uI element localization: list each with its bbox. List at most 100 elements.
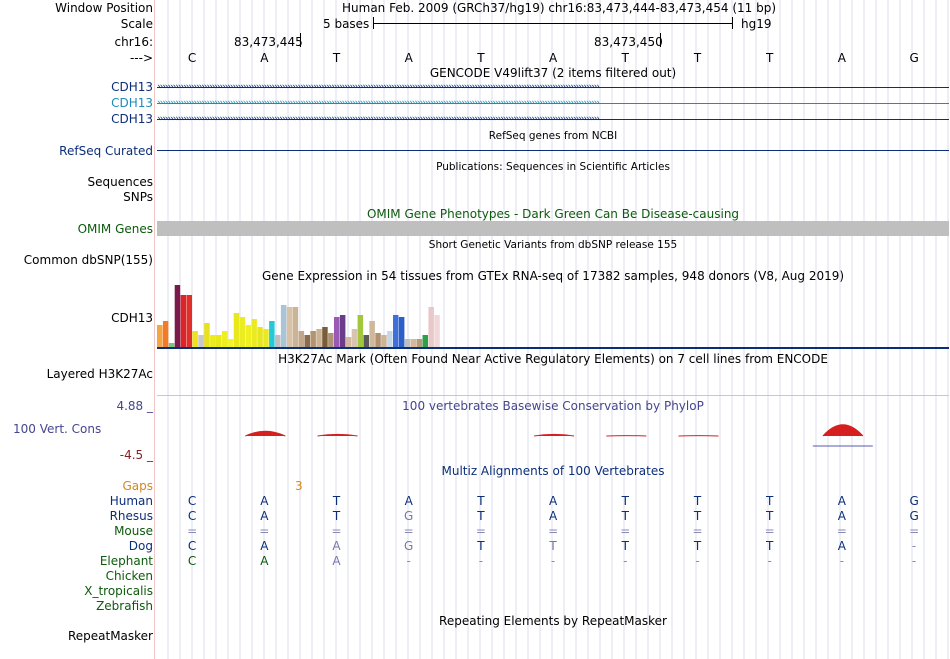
alignment-base: T [621, 509, 629, 523]
alignment-base: = [909, 524, 920, 538]
gtex-tissue-bar [434, 315, 440, 347]
gencode-track-label-2[interactable]: CDH13 [111, 96, 153, 110]
omim-gene-bar[interactable] [157, 221, 949, 236]
species-label[interactable]: Elephant [99, 554, 153, 568]
gencode-transcript-2[interactable]: ››››››››››››››››››››››››››››››››››››››››… [157, 98, 949, 108]
coord-tick-2 [660, 33, 661, 47]
cons-title[interactable]: 100 vertebrates Basewise Conservation by… [402, 399, 704, 413]
scale-label: Scale [120, 17, 153, 31]
alignment-base: T [549, 539, 557, 553]
sequence-base: T [332, 51, 341, 65]
dbsnp-title[interactable]: Short Genetic Variants from dbSNP releas… [428, 239, 678, 251]
gtex-tissue-bar [398, 317, 405, 347]
cons-plot[interactable] [157, 420, 949, 460]
gtex-label[interactable]: CDH13 [111, 311, 153, 325]
alignment-base: A [332, 539, 341, 553]
gtex-tissue-bar [310, 331, 316, 347]
gtex-tissue-bar [375, 333, 381, 347]
refseq-title[interactable]: RefSeq genes from NCBI [488, 130, 618, 142]
gencode-transcript-3[interactable]: ››››››››››››››››››››››››››››››››››››››››… [157, 114, 949, 124]
alignment-base: T [693, 539, 702, 553]
cons-label[interactable]: 100 Vert. Cons [13, 422, 102, 436]
publications-label-sequences[interactable]: Sequences [87, 175, 153, 189]
cons-score-mark [317, 433, 358, 437]
omim-title[interactable]: OMIM Gene Phenotypes - Dark Green Can Be… [366, 207, 740, 221]
window-position-value[interactable]: Human Feb. 2009 (GRCh37/hg19) chr16:83,4… [342, 1, 777, 15]
gtex-tissue-bar [416, 339, 423, 347]
scale-bar [373, 17, 733, 31]
sequence-base: T [477, 51, 485, 65]
gencode-track-label-1[interactable]: CDH13 [111, 80, 153, 94]
h3k27ac-label[interactable]: Layered H3K27Ac [46, 367, 153, 381]
species-label[interactable]: X_tropicalis [84, 584, 153, 598]
gtex-title[interactable]: Gene Expression in 54 tissues from GTEx … [261, 269, 845, 283]
alignment-base: C [187, 554, 197, 568]
gencode-transcript-1[interactable]: ››››››››››››››››››››››››››››››››››››››››… [157, 82, 949, 92]
omim-label[interactable]: OMIM Genes [77, 222, 153, 236]
gaps-label: Gaps [122, 479, 153, 493]
gtex-tissue-bar [168, 343, 175, 347]
gtex-bar-chart[interactable] [157, 284, 537, 348]
gtex-tissue-bar [334, 317, 340, 347]
gtex-tissue-bar [428, 307, 434, 347]
alignment-base: - [911, 554, 917, 568]
species-label[interactable]: Chicken [105, 569, 153, 583]
gtex-tissue-bar [162, 321, 169, 347]
species-label[interactable]: Mouse [114, 524, 153, 538]
alignment-base: G [404, 539, 414, 553]
alignment-base: = [259, 524, 270, 538]
alignment-base: A [837, 539, 846, 553]
scale-bases: 5 bases [323, 17, 370, 31]
dbsnp-label[interactable]: Common dbSNP(155) [23, 253, 153, 267]
alignment-base: T [621, 494, 629, 508]
gencode-title[interactable]: GENCODE V49lift37 (2 items filtered out) [429, 66, 677, 80]
gtex-tissue-bar [257, 327, 263, 347]
gtex-tissue-bar [180, 295, 187, 347]
gtex-tissue-bar [245, 325, 251, 347]
gtex-tissue-bar [292, 307, 299, 347]
sequence-base: A [837, 51, 846, 65]
alignment-base: T [477, 494, 485, 508]
gtex-tissue-bar [410, 339, 417, 347]
species-label[interactable]: Zebrafish [96, 599, 153, 613]
repeatmasker-title[interactable]: Repeating Elements by RepeatMasker [439, 614, 667, 628]
gtex-tissue-bar [369, 321, 375, 347]
species-label[interactable]: Rhesus [109, 509, 153, 523]
gtex-tissue-bar [345, 337, 352, 347]
gtex-tissue-bar [404, 339, 411, 347]
alignment-base: - [911, 539, 917, 553]
gtex-tissue-bar [275, 335, 281, 347]
publications-title[interactable]: Publications: Sequences in Scientific Ar… [436, 161, 670, 173]
gtex-tissue-bar [339, 315, 346, 347]
gtex-tissue-bar [351, 329, 358, 347]
gtex-tissue-bar [286, 307, 293, 347]
gtex-tissue-bar [280, 305, 287, 347]
species-label[interactable]: Dog [128, 539, 153, 553]
coord-label-1: 83,473,445 [234, 35, 303, 49]
gtex-tissue-bar [269, 321, 275, 347]
gtex-tissue-bar [298, 331, 305, 347]
h3k27ac-title[interactable]: H3K27Ac Mark (Often Found Near Active Re… [278, 352, 828, 366]
scale-assembly: hg19 [741, 17, 772, 31]
alignment-base: C [187, 494, 197, 508]
refseq-label[interactable]: RefSeq Curated [59, 144, 153, 158]
repeatmasker-label[interactable]: RepeatMasker [67, 629, 153, 643]
cons-score-mark [822, 424, 864, 437]
species-label[interactable]: Human [109, 494, 153, 508]
alignment-base: T [693, 494, 702, 508]
alignment-base: = [475, 524, 486, 538]
multiz-title[interactable]: Multiz Alignments of 100 Vertebrates [441, 464, 665, 478]
refseq-gene-line[interactable] [157, 150, 949, 151]
cons-score-mark [245, 430, 286, 437]
alignment-base: A [260, 554, 269, 568]
alignment-base: A [260, 494, 269, 508]
gtex-tissue-bar [192, 331, 198, 347]
gencode-track-label-3[interactable]: CDH13 [111, 112, 153, 126]
alignment-base: T [621, 539, 629, 553]
publications-label-snps[interactable]: SNPs [123, 190, 153, 204]
label-divider [154, 0, 155, 659]
gtex-gene-line [157, 347, 949, 349]
h3k27ac-baseline [157, 395, 949, 396]
sequence-base: C [187, 51, 197, 65]
alignment-base: A [260, 539, 269, 553]
